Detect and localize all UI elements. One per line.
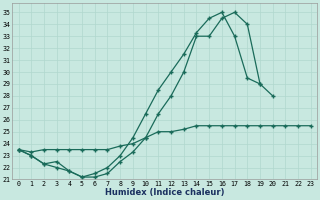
X-axis label: Humidex (Indice chaleur): Humidex (Indice chaleur) — [105, 188, 224, 197]
